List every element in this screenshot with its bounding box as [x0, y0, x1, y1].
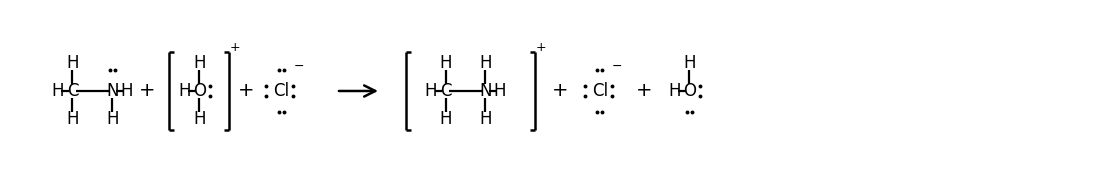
Text: H: H: [439, 54, 452, 72]
Text: H: H: [480, 54, 492, 72]
Text: H: H: [66, 54, 79, 72]
Text: O: O: [192, 82, 206, 100]
Text: H: H: [480, 110, 492, 128]
Text: H: H: [66, 110, 79, 128]
Text: N: N: [106, 82, 119, 100]
Text: −: −: [612, 60, 623, 73]
Text: Cl: Cl: [592, 82, 608, 100]
Text: −: −: [294, 60, 304, 73]
Text: H: H: [192, 54, 206, 72]
Text: Cl: Cl: [273, 82, 289, 100]
Text: H: H: [120, 82, 133, 100]
Text: H: H: [669, 82, 681, 100]
Text: H: H: [494, 82, 506, 100]
Text: +: +: [139, 81, 155, 100]
Text: +: +: [536, 41, 547, 54]
Text: +: +: [552, 81, 569, 100]
Text: O: O: [683, 82, 696, 100]
Text: +: +: [239, 81, 255, 100]
Text: H: H: [52, 82, 64, 100]
Text: +: +: [230, 41, 241, 54]
Text: H: H: [425, 82, 438, 100]
Text: H: H: [192, 110, 206, 128]
Text: N: N: [480, 82, 492, 100]
Text: H: H: [683, 54, 695, 72]
Text: +: +: [636, 81, 652, 100]
Text: C: C: [440, 82, 451, 100]
Text: H: H: [439, 110, 452, 128]
Text: H: H: [178, 82, 191, 100]
Text: C: C: [67, 82, 78, 100]
Text: H: H: [106, 110, 119, 128]
